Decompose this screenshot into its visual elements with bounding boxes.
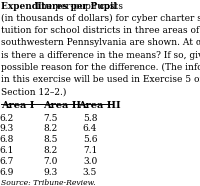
Text: possible reason for the difference. (The information: possible reason for the difference. (The… [1,63,200,72]
Text: Section 12–2.): Section 12–2.) [1,88,67,97]
Text: (in thousands of dollars) for cyber charter school: (in thousands of dollars) for cyber char… [1,14,200,23]
Text: 6.9: 6.9 [0,168,14,177]
Text: 7.1: 7.1 [83,146,97,155]
Text: is there a difference in the means? If so, give a: is there a difference in the means? If s… [1,51,200,60]
Text: 9.3: 9.3 [0,124,14,133]
Text: in this exercise will be used in Exercise 5 of: in this exercise will be used in Exercis… [1,75,200,84]
Text: 6.7: 6.7 [0,157,14,166]
Text: 7.5: 7.5 [44,114,58,123]
Text: 6.8: 6.8 [0,135,14,144]
Text: southwestern Pennsylvania are shown. At α = 0.05,: southwestern Pennsylvania are shown. At … [1,39,200,47]
Text: 6.1: 6.1 [0,146,14,155]
Text: 8.2: 8.2 [44,146,58,155]
Text: Area I: Area I [1,101,35,110]
Text: 8.5: 8.5 [44,135,58,144]
Text: tuition for school districts in three areas of: tuition for school districts in three ar… [1,26,199,35]
Text: The per-pupil costs: The per-pupil costs [32,1,123,10]
Text: 7.0: 7.0 [44,157,58,166]
Text: 3.0: 3.0 [83,157,97,166]
Text: Expenditures per Pupil: Expenditures per Pupil [1,1,117,10]
Text: Area III: Area III [79,101,121,110]
Text: 5.6: 5.6 [83,135,97,144]
Text: Source: Tribune-Review.: Source: Tribune-Review. [1,179,96,186]
Text: 5.8: 5.8 [83,114,97,123]
Text: Area II: Area II [43,101,81,110]
Text: 6.4: 6.4 [83,124,97,133]
Text: 9.3: 9.3 [44,168,58,177]
Text: 8.2: 8.2 [44,124,58,133]
Text: 3.5: 3.5 [83,168,97,177]
Text: 6.2: 6.2 [0,114,14,123]
